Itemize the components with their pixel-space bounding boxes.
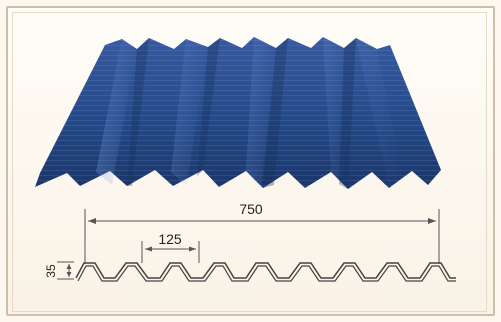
profile-section [75, 262, 456, 282]
rib-pitch-dimension: 125 [141, 231, 200, 263]
sheet-shadow-fold-1 [127, 38, 149, 186]
overall-width-dimension: 750 [84, 201, 440, 264]
profile-outline-top [75, 262, 456, 279]
frame-inner [12, 12, 487, 312]
sheet-shadow-fold-3 [263, 38, 288, 188]
sheet-shadow-fold-4 [339, 38, 356, 189]
height-bottom-arrow [66, 272, 72, 277]
rib-highlight-1 [96, 39, 137, 185]
pitch-right-arrow [189, 246, 196, 252]
overall-left-arrow [88, 218, 96, 224]
pitch-left-arrow [145, 246, 152, 252]
rib-highlight-2 [171, 39, 208, 186]
rib-highlight-4 [323, 37, 346, 189]
overall-right-arrow [428, 218, 436, 224]
profile-outline-bottom [77, 265, 456, 282]
rib-highlight-3 [246, 37, 276, 188]
rib-highlight-5 [356, 38, 404, 188]
overall-width-label: 750 [239, 201, 263, 217]
rib-height-dimension: 35 [44, 261, 74, 280]
height-top-arrow [66, 264, 72, 269]
roofing-sheet [35, 37, 441, 189]
sheet-shadow-fold-2 [197, 38, 220, 176]
rib-pitch-label: 125 [158, 231, 182, 247]
rib-height-label: 35 [44, 264, 58, 278]
